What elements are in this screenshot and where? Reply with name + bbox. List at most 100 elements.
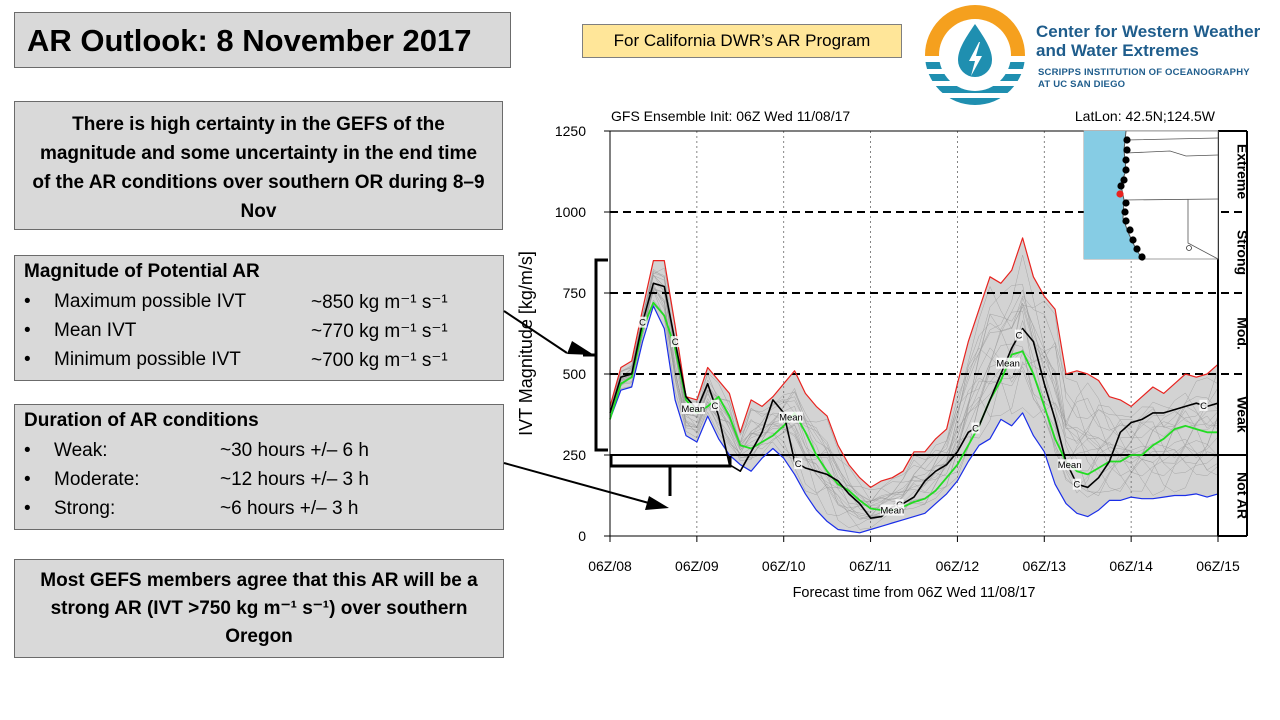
map-frame [1083, 130, 1219, 260]
category-label: Mod. [1235, 317, 1251, 350]
map-point [1123, 146, 1131, 154]
magnitude-value: ~700 kg m⁻¹ s⁻¹ [311, 350, 448, 371]
x-tick-label: 06Z/10 [762, 558, 806, 574]
callout-arrows [503, 258, 732, 510]
duration-label: Weak: [54, 440, 108, 461]
line-label: C [1200, 401, 1207, 412]
grid-group [610, 131, 1247, 536]
bullet: • [24, 320, 31, 341]
ensemble-member-line [609, 304, 1219, 530]
map-point [1120, 176, 1128, 184]
ensemble-group [609, 237, 1219, 533]
spread-envelope [610, 237, 1218, 533]
mean-line [609, 301, 1218, 512]
x-tick-label: 06Z/11 [849, 558, 892, 574]
category-label: Strong [1235, 230, 1251, 275]
y-tick-label: 1250 [555, 123, 586, 139]
ensemble-member-line [609, 274, 1219, 502]
y-tick-label: 0 [578, 528, 586, 544]
ensemble-member-line [609, 289, 1219, 521]
page-title: AR Outlook: 8 November 2017 [27, 23, 472, 58]
duration-heading: Duration of AR conditions [24, 410, 259, 431]
ensemble-member-line [609, 271, 1219, 502]
magnitude-arrow [503, 310, 568, 354]
map-point [1126, 226, 1134, 234]
line-label: C [1016, 331, 1023, 342]
line-label-bg [671, 336, 680, 348]
line-label: C [639, 318, 646, 329]
line-label-bg [638, 316, 647, 328]
ensemble-member-line [609, 287, 1219, 529]
min-line [609, 305, 1219, 534]
cw3e-logo [924, 4, 1026, 106]
magnitude-value: ~850 kg m⁻¹ s⁻¹ [311, 292, 448, 313]
program-tag: For California DWR’s AR Program [582, 24, 902, 58]
bullet: • [24, 291, 31, 312]
ensemble-member-line [609, 289, 1219, 513]
organization-name-line2: and Water Extremes [1036, 41, 1199, 60]
organization-name: Center for Western Weather and Water Ext… [1036, 22, 1260, 60]
bullet: • [24, 440, 31, 461]
certainty-text: There is high certainty in the GEFS of t… [32, 114, 485, 222]
line-label: C [896, 500, 903, 511]
duration-box: Duration of AR conditions • Weak: ~30 ho… [14, 404, 504, 530]
line-label: C [712, 401, 719, 412]
line-label: Mean [779, 413, 803, 424]
magnitude-value: ~770 kg m⁻¹ s⁻¹ [311, 321, 448, 342]
ensemble-member-line [609, 282, 1219, 502]
ensemble-member-line [609, 286, 1219, 512]
title-box: AR Outlook: 8 November 2017 [14, 12, 511, 68]
y-tick-label: 500 [563, 366, 587, 382]
ensemble-member-line [609, 275, 1219, 506]
bullet: • [24, 349, 31, 370]
map-point [1138, 253, 1146, 261]
ensemble-member-line [609, 283, 1219, 509]
map-borders [1123, 137, 1219, 260]
line-label: Mean [1058, 460, 1082, 471]
ensemble-member-line [609, 275, 1219, 512]
line-label-bg [794, 458, 803, 470]
organization-subtitle-line2: AT UC SAN DIEGO [1038, 78, 1126, 90]
duration-label: Strong: [54, 498, 116, 519]
x-tick-label: 06Z/12 [936, 558, 980, 574]
ensemble-member-line [609, 255, 1219, 496]
map-point [1121, 208, 1129, 216]
map-point [1129, 236, 1137, 244]
duration-arrow [503, 462, 657, 506]
x-tick-label: 06Z/15 [1196, 558, 1240, 574]
ensemble-member-line [609, 274, 1219, 502]
duration-value: ~30 hours +/– 6 h [220, 440, 369, 461]
category-group: Not AR Weak Mod. Strong Extreme [1217, 130, 1251, 537]
y-axis-label: IVT Magnitude [kg/m/s] [516, 251, 536, 436]
magnitude-label: Minimum possible IVT [54, 349, 241, 370]
ensemble-member-line [609, 289, 1219, 518]
line-label: C [795, 459, 802, 470]
category-label: Weak [1235, 396, 1251, 433]
chart-title-right: LatLon: 42.5N;124.5W [1075, 108, 1216, 124]
ensemble-member-line [609, 267, 1219, 503]
y-tick-label: 250 [563, 447, 587, 463]
x-axis-label: Forecast time from 06Z Wed 11/08/17 [793, 585, 1036, 601]
duration-bracket [609, 456, 732, 468]
organization-subtitle: SCRIPPS INSTITUTION OF OCEANOGRAPHY AT U… [1038, 67, 1250, 90]
map-point [1117, 182, 1125, 190]
x-tick-label: 06Z/13 [1022, 558, 1066, 574]
magnitude-arrowhead-icon [567, 341, 594, 355]
map-point [1123, 136, 1131, 144]
line-label-bg [971, 422, 980, 434]
magnitude-heading: Magnitude of Potential AR [24, 261, 260, 282]
magnitude-bracket [594, 258, 608, 452]
line-label-bg [1199, 399, 1208, 411]
line-label-bg [880, 504, 905, 516]
x-tick-label: 06Z/09 [675, 558, 719, 574]
duration-value: ~6 hours +/– 3 h [220, 498, 359, 519]
ensemble-member-line [609, 286, 1219, 520]
category-label: Not AR [1235, 472, 1251, 519]
bullet: • [24, 469, 31, 490]
line-label-bg [996, 357, 1020, 369]
line-label: C [672, 337, 679, 348]
line-label: Mean [681, 404, 705, 415]
chart-title-left: GFS Ensemble Init: 06Z Wed 11/08/17 [611, 108, 850, 124]
line-label-bg [895, 499, 904, 511]
line-label: Mean [996, 359, 1020, 370]
